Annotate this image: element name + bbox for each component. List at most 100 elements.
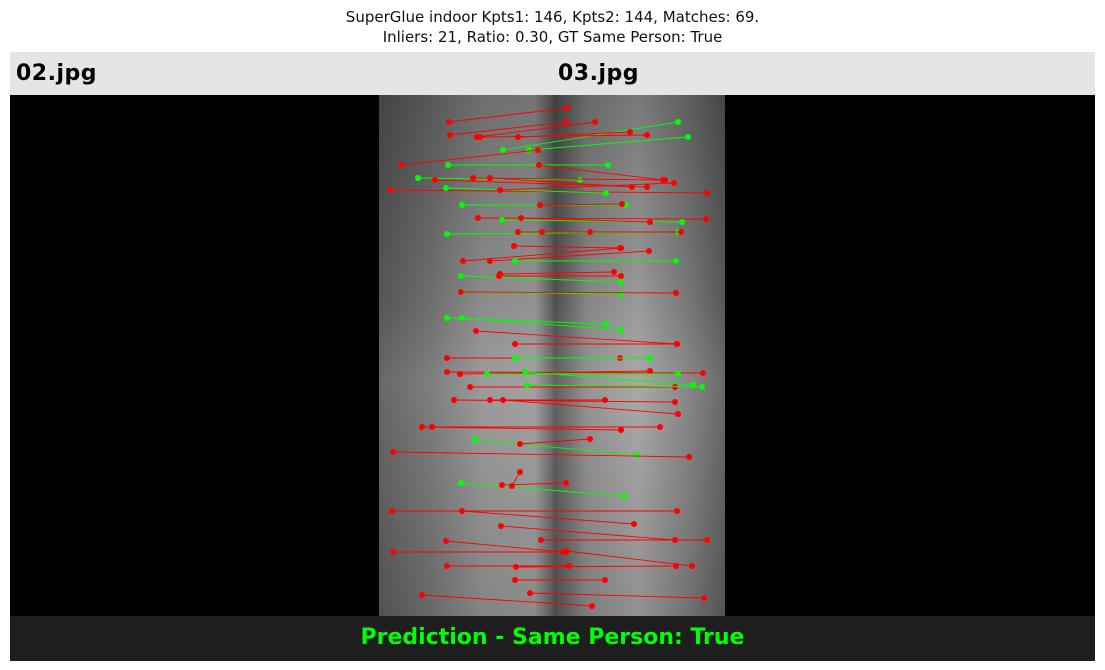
keypoint-right — [646, 248, 652, 254]
keypoint-left — [444, 315, 450, 321]
match-line — [520, 217, 651, 223]
keypoint-left — [536, 162, 542, 168]
figure-title: SuperGlue indoor Kpts1: 146, Kpts2: 144,… — [0, 7, 1105, 47]
outlier-match — [487, 248, 652, 264]
keypoint-left — [475, 215, 481, 221]
keypoint-left — [500, 397, 506, 403]
keypoint-right — [618, 279, 624, 285]
outlier-match — [470, 175, 668, 183]
match-line — [526, 384, 703, 388]
keypoint-left — [419, 592, 425, 598]
keypoint-left — [398, 162, 404, 168]
match-line — [538, 164, 664, 181]
match-line — [392, 451, 690, 458]
keypoint-right — [563, 119, 569, 125]
keypoint-right — [592, 119, 598, 125]
outlier-match — [390, 449, 692, 460]
match-line — [517, 131, 631, 138]
match-line — [460, 482, 625, 497]
keypoint-right — [686, 454, 692, 460]
match-line — [459, 370, 651, 375]
keypoint-left — [387, 187, 393, 193]
match-line — [500, 525, 676, 541]
keypoint-left — [511, 243, 517, 249]
outlier-match — [459, 508, 637, 527]
inlier-match — [512, 258, 679, 264]
keypoint-left — [443, 185, 449, 191]
match-line — [421, 426, 622, 431]
keypoint-right — [699, 384, 705, 390]
keypoint-left — [389, 508, 395, 514]
keypoint-right — [535, 147, 541, 153]
outlier-match — [517, 436, 593, 447]
keypoint-right — [704, 190, 710, 196]
keypoint-right — [678, 229, 684, 235]
inlier-match — [512, 355, 653, 361]
match-line — [502, 399, 679, 415]
keypoint-right — [605, 162, 611, 168]
keypoint-left — [539, 229, 545, 235]
outlier-match — [447, 119, 569, 138]
keypoint-left — [515, 134, 521, 140]
keypoint-right — [634, 452, 640, 458]
match-line — [460, 291, 677, 294]
keypoint-right — [647, 368, 653, 374]
keypoint-left — [515, 229, 521, 235]
match-line — [528, 136, 689, 151]
keypoint-left — [390, 549, 396, 555]
match-line — [524, 371, 694, 386]
title-line-2: Inliers: 21, Ratio: 0.30, GT Same Person… — [382, 28, 723, 46]
keypoint-right — [644, 184, 650, 190]
keypoint-right — [621, 493, 627, 499]
match-line — [461, 510, 635, 525]
keypoint-right — [662, 177, 668, 183]
match-line — [566, 550, 693, 567]
keypoint-right — [675, 119, 681, 125]
keypoint-right — [673, 290, 679, 296]
match-line — [460, 275, 622, 283]
keypoint-left — [500, 147, 506, 153]
title-line-1: SuperGlue indoor Kpts1: 146, Kpts2: 144,… — [345, 8, 760, 26]
match-line — [445, 540, 564, 553]
keypoint-left — [444, 369, 450, 375]
inlier-match — [444, 315, 609, 327]
match-line — [513, 245, 621, 249]
keypoint-left — [447, 132, 453, 138]
outlier-match — [467, 384, 678, 390]
keypoint-right — [644, 132, 650, 138]
outlier-match — [487, 397, 608, 403]
match-line — [519, 438, 591, 445]
keypoint-left — [487, 258, 493, 264]
keypoint-right — [675, 411, 681, 417]
match-line — [421, 594, 593, 607]
keypoint-right — [618, 245, 624, 251]
keypoint-right — [577, 177, 583, 183]
keypoint-right — [704, 537, 710, 543]
outlier-match — [513, 563, 679, 570]
keypoint-right — [602, 397, 608, 403]
keypoint-left — [444, 563, 450, 569]
outlier-match — [497, 269, 617, 277]
inlier-match — [526, 134, 691, 153]
keypoint-left — [432, 177, 438, 183]
keypoint-right — [618, 291, 624, 297]
outlier-match — [500, 397, 681, 417]
inlier-match — [484, 371, 681, 377]
keypoint-right — [674, 508, 680, 514]
keypoint-left — [509, 483, 515, 489]
keypoint-right — [675, 371, 681, 377]
outlier-match — [515, 129, 633, 140]
keypoint-right — [679, 219, 685, 225]
keypoint-left — [537, 202, 543, 208]
outlier-match — [512, 577, 608, 583]
keypoint-left — [524, 382, 530, 388]
outlier-match — [419, 592, 595, 609]
keypoint-right — [618, 273, 624, 279]
match-line — [472, 177, 666, 181]
keypoint-right — [602, 577, 608, 583]
keypoint-left — [472, 437, 478, 443]
keypoint-left — [513, 564, 519, 570]
outlier-match — [509, 469, 523, 489]
outlier-match — [457, 368, 653, 377]
prediction-bar: Prediction - Same Person: True — [10, 616, 1095, 661]
